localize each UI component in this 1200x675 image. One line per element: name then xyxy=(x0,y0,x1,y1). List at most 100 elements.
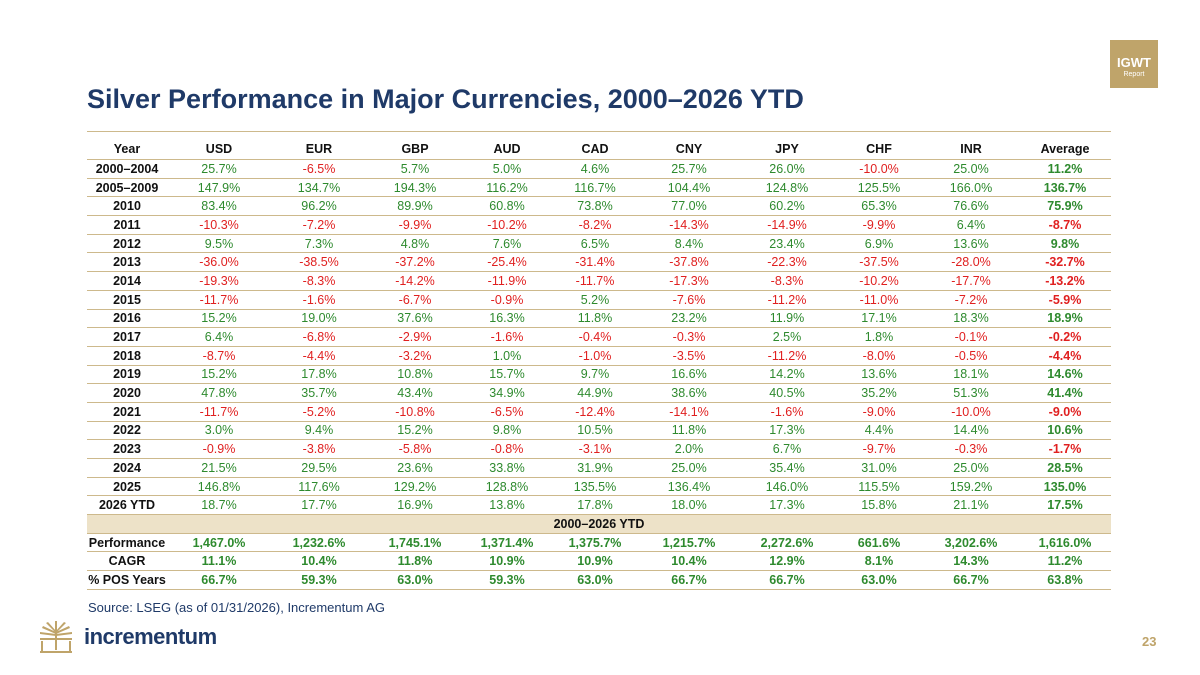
value-cell: 116.2% xyxy=(463,178,551,198)
value-cell: 37.6% xyxy=(367,309,463,329)
value-cell: 136.4% xyxy=(639,477,739,497)
value-cell: -0.4% xyxy=(551,327,639,347)
band-section: 2000–2026 YTD xyxy=(87,514,1111,534)
value-cell: 6.4% xyxy=(923,215,1019,235)
summary-value-cell: 10.4% xyxy=(271,551,367,572)
summary-value-cell: 59.3% xyxy=(463,570,551,590)
summary-average-cell: 11.2% xyxy=(1019,551,1111,572)
column-header: CNY xyxy=(639,131,739,160)
value-cell: -38.5% xyxy=(271,252,367,273)
summary-value-cell: 8.1% xyxy=(835,551,923,572)
value-cell: 25.0% xyxy=(923,458,1019,478)
value-cell: 21.1% xyxy=(923,495,1019,516)
value-cell: 146.0% xyxy=(739,477,835,497)
row-year: 2000–2004 xyxy=(87,159,167,179)
summary-value-cell: 66.7% xyxy=(739,570,835,590)
value-cell: 8.4% xyxy=(639,234,739,254)
value-cell: 116.7% xyxy=(551,178,639,198)
row-year: 2012 xyxy=(87,234,167,254)
value-cell: 18.0% xyxy=(639,495,739,516)
summary-row: % POS Years 66.7% 59.3% 63.0% 59.3% 63.0% 66.7… xyxy=(87,570,1111,590)
table-row: 2018 -8.7% -4.4% -3.2% 1.0% -1.0% -3.5% -11.2% -… xyxy=(87,346,1111,366)
value-cell: -6.5% xyxy=(271,159,367,179)
value-cell: -17.7% xyxy=(923,271,1019,291)
column-header: AUD xyxy=(463,131,551,160)
value-cell: 135.5% xyxy=(551,477,639,497)
table-row: 2000–2004 25.7% -6.5% 5.7% 5.0% 4.6% 25.7% 26.0… xyxy=(87,159,1111,179)
column-header: JPY xyxy=(739,131,835,160)
value-cell: -37.5% xyxy=(835,252,923,273)
value-cell: -8.3% xyxy=(271,271,367,291)
value-cell: 18.3% xyxy=(923,309,1019,329)
value-cell: 35.4% xyxy=(739,458,835,478)
row-year: 2011 xyxy=(87,215,167,235)
table-row: 2022 3.0% 9.4% 15.2% 9.8% 10.5% 11.8% 17.3% 4.4%… xyxy=(87,421,1111,441)
value-cell: 29.5% xyxy=(271,458,367,478)
value-cell: -6.8% xyxy=(271,327,367,347)
value-cell: -1.6% xyxy=(271,290,367,310)
value-cell: 51.3% xyxy=(923,383,1019,403)
average-cell: 75.9% xyxy=(1019,196,1111,217)
summary-value-cell: 63.0% xyxy=(551,570,639,590)
value-cell: 13.6% xyxy=(923,234,1019,254)
table-row: 2016 15.2% 19.0% 37.6% 16.3% 11.8% 23.2% 11.9% 1… xyxy=(87,309,1111,329)
value-cell: 26.0% xyxy=(739,159,835,179)
table-row: 2021 -11.7% -5.2% -10.8% -6.5% -12.4% -14.1% -1… xyxy=(87,402,1111,422)
value-cell: 35.2% xyxy=(835,383,923,403)
value-cell: 47.8% xyxy=(167,383,271,403)
row-year: 2021 xyxy=(87,402,167,422)
value-cell: 9.8% xyxy=(463,421,551,441)
header-row: Year USD EUR GBP AUD CAD CNY JPY CHF INR Average xyxy=(87,131,1111,160)
value-cell: -5.8% xyxy=(367,439,463,459)
value-cell: 17.3% xyxy=(739,495,835,516)
value-cell: -7.2% xyxy=(923,290,1019,310)
source-note: Source: LSEG (as of 01/31/2026), Increme… xyxy=(88,600,385,615)
value-cell: 77.0% xyxy=(639,196,739,217)
column-header: USD xyxy=(167,131,271,160)
average-cell: 14.6% xyxy=(1019,365,1111,385)
average-cell: -32.7% xyxy=(1019,252,1111,273)
table-row: 2024 21.5% 29.5% 23.6% 33.8% 31.9% 25.0% 35.4% 3… xyxy=(87,458,1111,478)
average-cell: 41.4% xyxy=(1019,383,1111,403)
value-cell: 1.0% xyxy=(463,346,551,366)
value-cell: -11.2% xyxy=(739,346,835,366)
summary-value-cell: 1,467.0% xyxy=(167,533,271,553)
column-header: CHF xyxy=(835,131,923,160)
value-cell: 14.4% xyxy=(923,421,1019,441)
value-cell: 21.5% xyxy=(167,458,271,478)
summary-rows: Performance 1,467.0% 1,232.6% 1,745.1% 1,371… xyxy=(87,533,1111,590)
value-cell: -0.8% xyxy=(463,439,551,459)
value-cell: -0.3% xyxy=(639,327,739,347)
row-year: 2010 xyxy=(87,196,167,217)
row-year: 2023 xyxy=(87,439,167,459)
summary-value-cell: 66.7% xyxy=(639,570,739,590)
value-cell: 34.9% xyxy=(463,383,551,403)
value-cell: 17.8% xyxy=(551,495,639,516)
row-year: 2005–2009 xyxy=(87,178,167,198)
value-cell: 10.5% xyxy=(551,421,639,441)
value-cell: 60.8% xyxy=(463,196,551,217)
value-cell: -14.9% xyxy=(739,215,835,235)
value-cell: 13.6% xyxy=(835,365,923,385)
value-cell: 166.0% xyxy=(923,178,1019,198)
value-cell: -1.0% xyxy=(551,346,639,366)
average-cell: -8.7% xyxy=(1019,215,1111,235)
performance-table: Year USD EUR GBP AUD CAD CNY JPY CHF INR Average 2… xyxy=(87,131,1111,590)
summary-value-cell: 10.4% xyxy=(639,551,739,572)
table-row: 2019 15.2% 17.8% 10.8% 15.7% 9.7% 16.6% 14.2% 13… xyxy=(87,365,1111,385)
value-cell: -10.2% xyxy=(463,215,551,235)
value-cell: 125.5% xyxy=(835,178,923,198)
value-cell: -6.7% xyxy=(367,290,463,310)
value-cell: 14.2% xyxy=(739,365,835,385)
value-cell: 2.5% xyxy=(739,327,835,347)
row-year: 2022 xyxy=(87,421,167,441)
value-cell: -0.1% xyxy=(923,327,1019,347)
value-cell: -8.2% xyxy=(551,215,639,235)
summary-value-cell: 661.6% xyxy=(835,533,923,553)
summary-row: Performance 1,467.0% 1,232.6% 1,745.1% 1,371… xyxy=(87,533,1111,553)
row-year: 2016 xyxy=(87,309,167,329)
summary-label: CAGR xyxy=(87,551,167,572)
summary-value-cell: 14.3% xyxy=(923,551,1019,572)
value-cell: 2.0% xyxy=(639,439,739,459)
value-cell: 17.7% xyxy=(271,495,367,516)
